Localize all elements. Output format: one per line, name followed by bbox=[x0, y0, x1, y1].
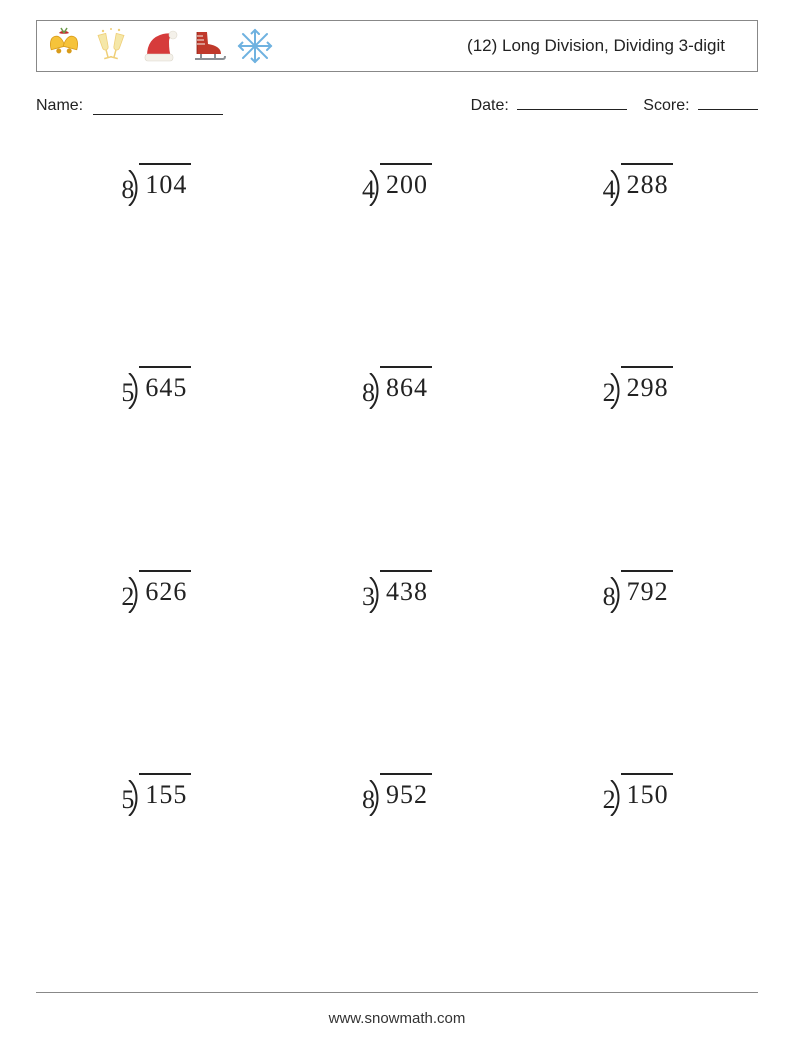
icons-strip bbox=[43, 26, 275, 66]
dividend: 200 bbox=[380, 163, 432, 199]
problem-cell: 5645 bbox=[36, 353, 277, 556]
dividend-wrap: 155 bbox=[136, 782, 191, 808]
long-division-problem: 3438 bbox=[362, 579, 432, 610]
division-bracket-icon bbox=[127, 780, 141, 816]
score-label: Score: bbox=[643, 97, 689, 114]
division-bracket-icon bbox=[368, 780, 382, 816]
problem-cell: 2626 bbox=[36, 557, 277, 760]
header-bar: (12) Long Division, Dividing 3-digit bbox=[36, 20, 758, 72]
date-blank[interactable] bbox=[517, 94, 627, 110]
problem-cell: 8952 bbox=[277, 760, 518, 963]
dividend: 952 bbox=[380, 773, 432, 809]
dividend-wrap: 288 bbox=[618, 172, 673, 198]
dividend: 626 bbox=[139, 570, 191, 606]
division-bracket-icon bbox=[609, 577, 623, 613]
snowflake-icon bbox=[235, 26, 275, 66]
problem-cell: 4288 bbox=[517, 150, 758, 353]
division-bracket-icon bbox=[127, 170, 141, 206]
dividend-wrap: 438 bbox=[377, 579, 432, 605]
division-bracket-icon bbox=[127, 373, 141, 409]
long-division-problem: 8864 bbox=[362, 375, 432, 406]
division-bracket-icon bbox=[609, 170, 623, 206]
long-division-problem: 4200 bbox=[362, 172, 432, 203]
long-division-problem: 2150 bbox=[603, 782, 673, 813]
long-division-problem: 4288 bbox=[603, 172, 673, 203]
dividend: 155 bbox=[139, 773, 191, 809]
long-division-problem: 5155 bbox=[121, 782, 191, 813]
date-label: Date: bbox=[471, 97, 509, 114]
long-division-problem: 2298 bbox=[603, 375, 673, 406]
name-blank[interactable] bbox=[93, 99, 223, 115]
dividend: 298 bbox=[621, 366, 673, 402]
footer-rule bbox=[36, 992, 758, 993]
dividend: 792 bbox=[621, 570, 673, 606]
problem-cell: 8792 bbox=[517, 557, 758, 760]
dividend-wrap: 150 bbox=[618, 782, 673, 808]
division-bracket-icon bbox=[368, 577, 382, 613]
problem-cell: 2150 bbox=[517, 760, 758, 963]
problem-cell: 8104 bbox=[36, 150, 277, 353]
bells-icon bbox=[43, 26, 83, 66]
footer-url: www.snowmath.com bbox=[0, 1010, 794, 1027]
problem-cell: 2298 bbox=[517, 353, 758, 556]
worksheet-page: (12) Long Division, Dividing 3-digit Nam… bbox=[0, 0, 794, 1053]
division-bracket-icon bbox=[368, 373, 382, 409]
name-label: Name: bbox=[36, 97, 83, 115]
problems-grid: 8104 4200 4288 5645 8864 2298 2626 3438 8792 5155… bbox=[36, 150, 758, 963]
problem-cell: 4200 bbox=[277, 150, 518, 353]
division-bracket-icon bbox=[609, 373, 623, 409]
meta-row: Name: Date: Score: bbox=[36, 94, 758, 115]
dividend-wrap: 952 bbox=[377, 782, 432, 808]
dividend: 104 bbox=[139, 163, 191, 199]
santa-hat-icon bbox=[139, 26, 179, 66]
long-division-problem: 8952 bbox=[362, 782, 432, 813]
long-division-problem: 8104 bbox=[121, 172, 191, 203]
dividend-wrap: 298 bbox=[618, 375, 673, 401]
division-bracket-icon bbox=[609, 780, 623, 816]
dividend: 288 bbox=[621, 163, 673, 199]
long-division-problem: 5645 bbox=[121, 375, 191, 406]
division-bracket-icon bbox=[368, 170, 382, 206]
dividend: 438 bbox=[380, 570, 432, 606]
dividend-wrap: 864 bbox=[377, 375, 432, 401]
division-bracket-icon bbox=[127, 577, 141, 613]
problem-cell: 8864 bbox=[277, 353, 518, 556]
long-division-problem: 8792 bbox=[603, 579, 673, 610]
dividend: 864 bbox=[380, 366, 432, 402]
dividend-wrap: 104 bbox=[136, 172, 191, 198]
dividend-wrap: 200 bbox=[377, 172, 432, 198]
long-division-problem: 2626 bbox=[121, 579, 191, 610]
worksheet-title: (12) Long Division, Dividing 3-digit bbox=[467, 36, 745, 56]
problem-cell: 3438 bbox=[277, 557, 518, 760]
dividend-wrap: 645 bbox=[136, 375, 191, 401]
ice-skate-icon bbox=[187, 26, 227, 66]
dividend-wrap: 792 bbox=[618, 579, 673, 605]
dividend-wrap: 626 bbox=[136, 579, 191, 605]
score-blank[interactable] bbox=[698, 94, 758, 110]
problem-cell: 5155 bbox=[36, 760, 277, 963]
toast-icon bbox=[91, 26, 131, 66]
dividend: 645 bbox=[139, 366, 191, 402]
dividend: 150 bbox=[621, 773, 673, 809]
